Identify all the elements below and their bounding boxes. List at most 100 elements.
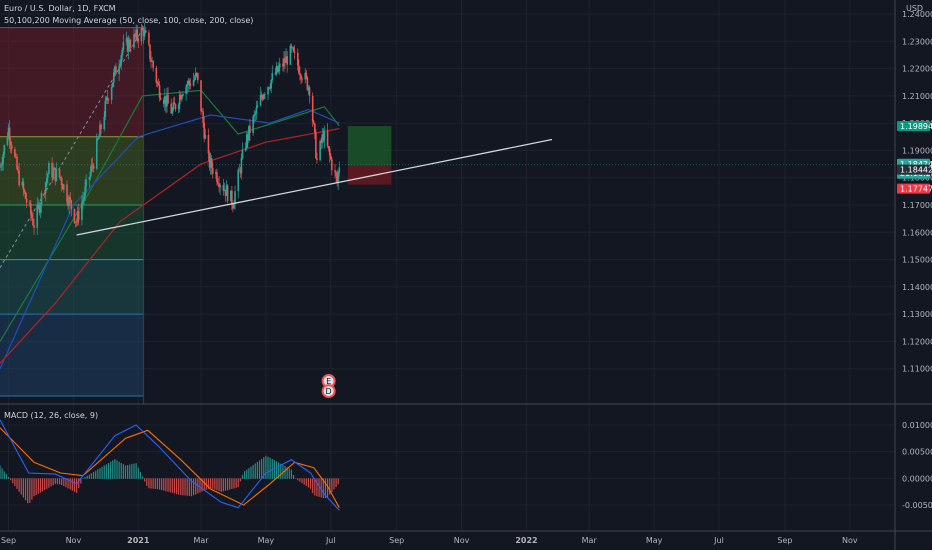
candle-body bbox=[274, 73, 277, 75]
macd-histogram-bar bbox=[116, 460, 118, 479]
macd-histogram-bar bbox=[14, 478, 16, 487]
candle-body bbox=[111, 82, 114, 88]
price-tag-bg bbox=[897, 121, 930, 132]
price-tag[interactable]: 1.17747 bbox=[897, 183, 932, 194]
candle-body bbox=[3, 145, 6, 154]
candle-body bbox=[314, 123, 316, 133]
candle-body bbox=[22, 181, 25, 190]
candle-body bbox=[127, 40, 130, 52]
candle-body bbox=[208, 153, 211, 168]
macd-histogram-bar bbox=[237, 478, 239, 488]
macd-histogram-bar bbox=[254, 463, 256, 479]
macd-histogram-bar bbox=[267, 456, 269, 479]
macd-histogram-bar bbox=[95, 470, 97, 479]
price-tag[interactable]: 1.19894 bbox=[897, 121, 932, 132]
macd-histogram-bar bbox=[54, 478, 56, 484]
candle-body bbox=[319, 140, 321, 161]
candle-body bbox=[113, 72, 115, 83]
price-axis-tick: 1.17000 bbox=[902, 201, 932, 210]
macd-histogram-bar bbox=[261, 458, 263, 479]
macd-histogram-bar bbox=[158, 478, 161, 490]
candle-body bbox=[40, 192, 43, 206]
macd-histogram-bar bbox=[27, 478, 29, 504]
macd-histogram-bar bbox=[7, 476, 10, 479]
trendline[interactable] bbox=[76, 138, 553, 236]
time-axis-tick: Sep bbox=[1, 536, 16, 545]
price-tag[interactable]: 1.18442 bbox=[897, 164, 932, 175]
candle-body bbox=[136, 29, 139, 39]
candle-body bbox=[298, 65, 300, 74]
candle-body bbox=[8, 127, 11, 142]
macd-histogram-bar bbox=[90, 473, 93, 479]
candle-body bbox=[238, 169, 241, 171]
candle-body bbox=[28, 202, 31, 204]
long-position-profit-zone[interactable] bbox=[347, 126, 392, 166]
candle-body bbox=[51, 163, 53, 178]
candles[interactable] bbox=[0, 22, 341, 235]
candle-body bbox=[249, 125, 251, 134]
candle-body bbox=[326, 130, 329, 147]
macd-histogram-bar bbox=[320, 478, 322, 498]
candle-body bbox=[97, 138, 99, 140]
candle-body bbox=[247, 134, 249, 141]
candle-body bbox=[315, 132, 317, 158]
macd-histogram-bar bbox=[218, 478, 220, 492]
candle-body bbox=[17, 169, 19, 171]
candle-body bbox=[264, 94, 266, 96]
macd-histogram-bar bbox=[41, 478, 44, 492]
macd-histogram-bar bbox=[322, 478, 324, 499]
event-marker-label: E bbox=[326, 377, 331, 386]
price-tag-value: 1.17747 bbox=[900, 185, 932, 194]
candle-body bbox=[38, 204, 41, 213]
candle-body bbox=[54, 167, 57, 181]
price-axis-tick: 1.24000 bbox=[902, 10, 932, 19]
macd-histogram-bar bbox=[139, 472, 141, 479]
macd-histogram-bar bbox=[71, 478, 73, 491]
candle-body bbox=[55, 169, 58, 181]
candle-body bbox=[162, 99, 165, 104]
candle-body bbox=[76, 210, 79, 223]
macd-histogram-bar bbox=[275, 461, 278, 479]
candle-body bbox=[245, 134, 248, 148]
macd-histogram-bar bbox=[75, 478, 78, 493]
candle-body bbox=[304, 72, 307, 80]
candle-body bbox=[203, 122, 206, 139]
candle-body bbox=[201, 111, 203, 112]
macd-histogram-bar bbox=[307, 478, 310, 488]
candle-body bbox=[83, 196, 85, 200]
ma-200-line bbox=[0, 128, 340, 364]
candle-body bbox=[327, 146, 330, 149]
fibonacci-retracement[interactable] bbox=[0, 27, 145, 404]
macd-histogram-bar bbox=[241, 474, 244, 479]
long-position-loss-zone[interactable] bbox=[347, 165, 392, 185]
price-tag-bg bbox=[897, 164, 930, 175]
macd-histogram-bar bbox=[175, 478, 178, 494]
macd-histogram-bar bbox=[231, 478, 233, 489]
price-axis-tick: 1.22000 bbox=[902, 65, 932, 74]
symbol-legend: Euro / U.S. Dollar, 1D, FXCM bbox=[4, 4, 116, 13]
macd-histogram-bar bbox=[178, 478, 180, 495]
candle-body bbox=[306, 77, 309, 90]
candle-body bbox=[269, 88, 271, 90]
macd-histogram-bar bbox=[305, 478, 307, 486]
candle-body bbox=[9, 141, 12, 146]
candle-body bbox=[91, 164, 94, 167]
macd-histogram-bar bbox=[10, 478, 12, 481]
candle-body bbox=[47, 173, 49, 179]
grid bbox=[0, 0, 895, 530]
macd-histogram-bar bbox=[73, 478, 76, 492]
macd-histogram-bar bbox=[222, 478, 224, 492]
macd-histogram-bar bbox=[150, 478, 152, 489]
candle-body bbox=[217, 182, 219, 185]
event-marker-icon[interactable] bbox=[321, 384, 336, 399]
candle-body bbox=[278, 63, 281, 68]
macd-histogram-bar bbox=[152, 478, 154, 489]
candle-body bbox=[223, 189, 226, 191]
macd-histogram-bar bbox=[295, 478, 297, 479]
candle-body bbox=[155, 67, 158, 83]
macd-histogram-bar bbox=[78, 478, 80, 489]
candle-body bbox=[120, 55, 123, 64]
candle-body bbox=[43, 192, 46, 194]
macd-histogram-bar bbox=[186, 478, 188, 496]
